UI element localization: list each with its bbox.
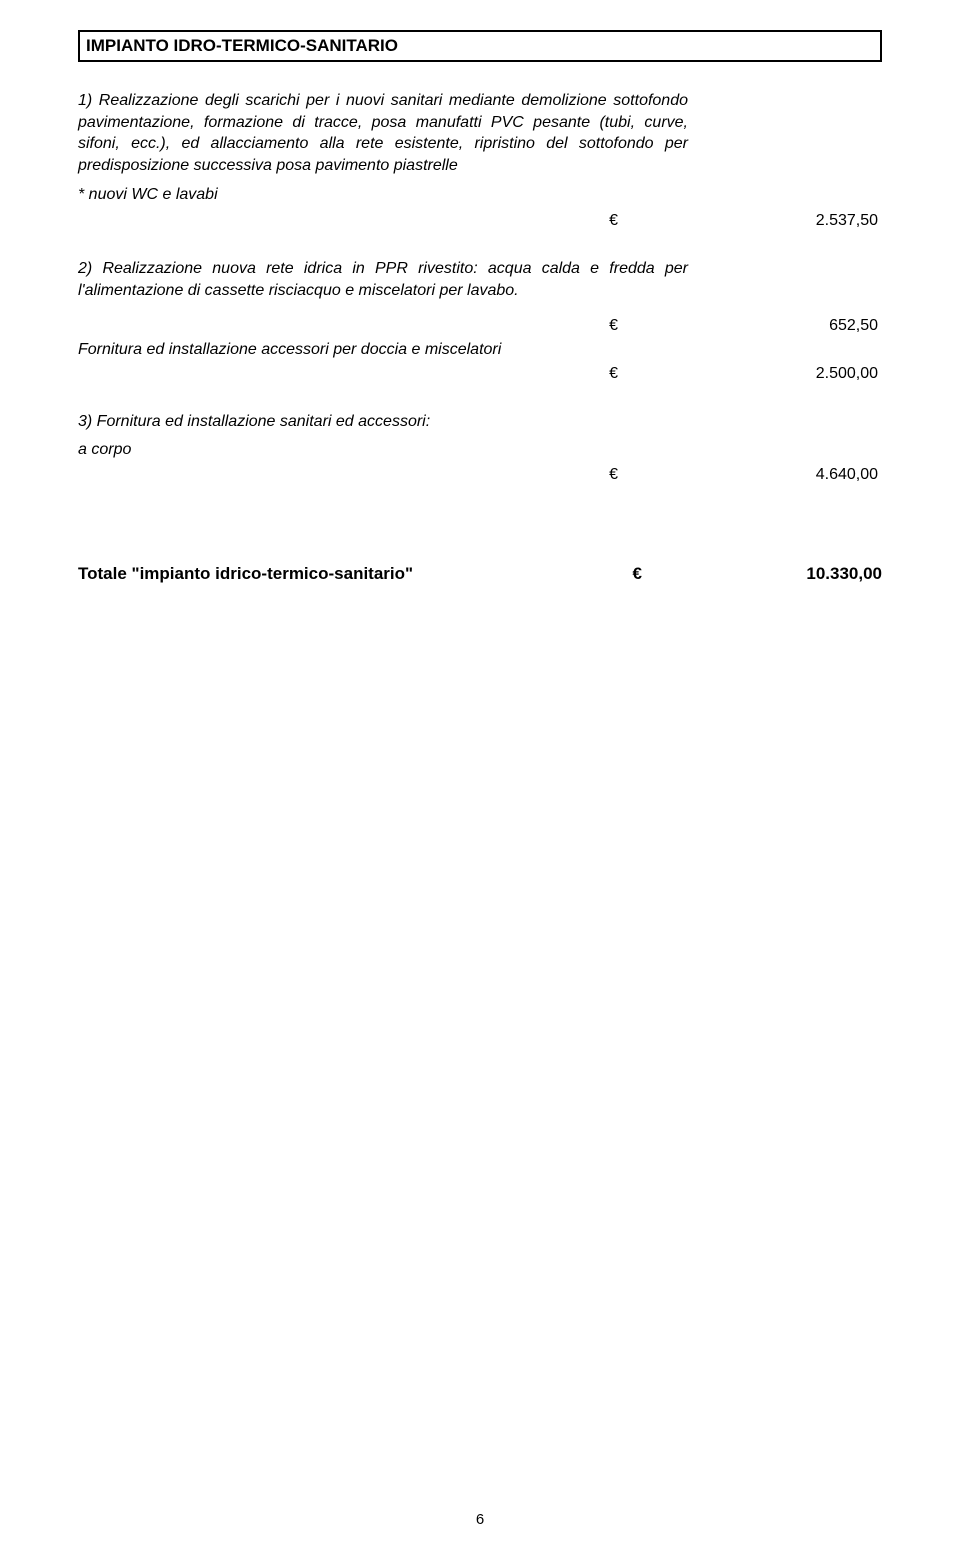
item-4-subnote: a corpo	[78, 439, 688, 461]
item-3-amount: 2.500,00	[778, 365, 878, 383]
currency-symbol: €	[633, 564, 642, 584]
item-1-description: 1) Realizzazione degli scarichi per i nu…	[78, 90, 688, 176]
item-4-description: 3) Fornitura ed installazione sanitari e…	[78, 411, 688, 433]
currency-symbol: €	[609, 466, 618, 484]
item-3-row: Fornitura ed installazione accessori per…	[78, 341, 882, 359]
item-1-cost-row: € 2.537,50	[78, 212, 882, 230]
item-1-amount: 2.537,50	[778, 212, 878, 230]
item-3-cost-row: € 2.500,00	[78, 365, 882, 383]
item-3-description: Fornitura ed installazione accessori per…	[78, 341, 678, 359]
total-row: Totale "impianto idrico-termico-sanitari…	[78, 564, 882, 584]
currency-symbol: €	[609, 212, 618, 230]
page-number: 6	[0, 1511, 960, 1528]
item-4-amount: 4.640,00	[778, 466, 878, 484]
spacer	[78, 512, 882, 534]
total-amount: 10.330,00	[782, 564, 882, 584]
item-4-cost-row: € 4.640,00	[78, 466, 882, 484]
item-2-description: 2) Realizzazione nuova rete idrica in PP…	[78, 258, 688, 301]
item-1-subnote: * nuovi WC e lavabi	[78, 184, 688, 206]
currency-symbol: €	[609, 317, 618, 335]
total-label: Totale "impianto idrico-termico-sanitari…	[78, 564, 598, 584]
spacer	[78, 309, 882, 317]
item-2-cost-row: € 652,50	[78, 317, 882, 335]
currency-symbol: €	[609, 365, 618, 383]
item-2-amount: 652,50	[778, 317, 878, 335]
section-title: IMPIANTO IDRO-TERMICO-SANITARIO	[86, 36, 398, 55]
page-container: IMPIANTO IDRO-TERMICO-SANITARIO 1) Reali…	[0, 0, 960, 584]
section-header-box: IMPIANTO IDRO-TERMICO-SANITARIO	[78, 30, 882, 62]
